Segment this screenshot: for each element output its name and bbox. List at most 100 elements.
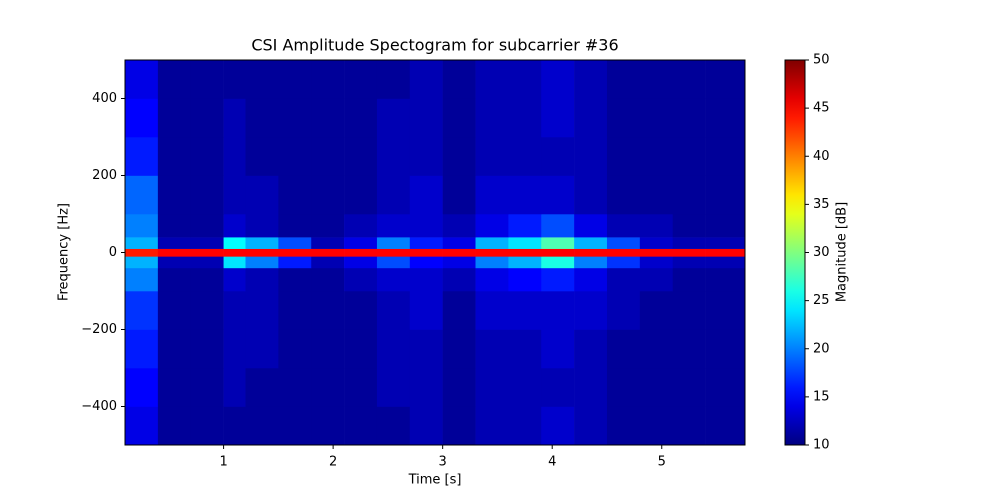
heatmap-cell [409,406,443,446]
heatmap-cell [541,237,575,249]
heatmap-cell [157,267,192,292]
heatmap-cell [442,406,476,446]
heatmap-cell [125,267,159,292]
heatmap-cell [672,60,706,99]
heatmap-cell [223,291,246,330]
heatmap-cell [376,237,411,249]
heatmap-cell [541,368,575,407]
heatmap-cell [639,329,674,369]
heatmap-cell [311,137,345,176]
heatmap-cell [311,267,345,292]
heatmap-cell [475,60,509,99]
heatmap-cell [574,98,608,138]
heatmap-cell [190,291,224,330]
heatmap-cell [157,98,192,138]
heatmap-cell [705,60,746,99]
heatmap-cell [705,248,746,257]
heatmap-cell [606,256,641,269]
heatmap-cell [157,329,192,369]
heatmap-cell [705,256,746,269]
heatmap-cell [223,214,246,238]
heatmap-cell [344,214,378,238]
heatmap-cell [409,329,443,369]
heatmap-cell [508,267,542,292]
heatmap-cell [190,329,224,369]
heatmap-cell [705,291,746,330]
heatmap-cell [442,98,476,138]
heatmap-cell [190,256,224,269]
heatmap-cell [639,98,674,138]
heatmap-cell [125,137,159,176]
colorbar-tick-label: 30 [813,245,830,260]
heatmap-cell [157,406,192,446]
heatmap-cell [639,291,674,330]
heatmap-cell [125,60,159,99]
heatmap-cell [190,267,224,292]
heatmap-cell [705,267,746,292]
heatmap-cell [409,267,443,292]
heatmap-cell [311,98,345,138]
heatmap-cell [606,267,641,292]
heatmap-cell [508,98,542,138]
heatmap-cell [344,406,378,446]
heatmap-cell [705,137,746,176]
heatmap-cell [344,137,378,176]
heatmap-cell [376,214,411,238]
y-tick-label: 0 [109,245,117,260]
heatmap-cell [574,175,608,215]
heatmap-cell [278,329,312,369]
heatmap-cell [278,256,312,269]
heatmap-cell [278,267,312,292]
heatmap-cell [125,406,159,446]
heatmap-cell [475,175,509,215]
heatmap-cell [376,329,411,369]
heatmap-cell [157,60,192,99]
heatmap-cell [475,406,509,446]
heatmap-cell [376,406,411,446]
heatmap-cell [705,214,746,238]
heatmap-cell [344,175,378,215]
heatmap-cell [541,329,575,369]
heatmap-cell [508,60,542,99]
heatmap-cell [157,368,192,407]
x-tick-label: 3 [439,455,447,470]
heatmap-cell [409,175,443,215]
heatmap-cell [157,291,192,330]
heatmap-cell [157,248,192,257]
heatmap-cell [376,98,411,138]
heatmap-cell [672,214,706,238]
heatmap-cell [409,98,443,138]
heatmap-cell [344,248,378,257]
heatmap-cell [311,368,345,407]
heatmap-cell [344,267,378,292]
heatmap-cell [606,175,641,215]
heatmap-cell [190,175,224,215]
heatmap-cell [541,214,575,238]
heatmap-cell [245,175,279,215]
heatmap-cell [574,137,608,176]
heatmap-cell [245,406,279,446]
colorbar-tick-label: 15 [813,389,830,404]
heatmap-cell [223,267,246,292]
heatmap-cell [606,368,641,407]
heatmap-cell [508,329,542,369]
heatmap-cell [223,406,246,446]
heatmap-cell [639,175,674,215]
colorbar [784,59,806,446]
heatmap-cell [606,214,641,238]
heatmap-cell [475,291,509,330]
y-tick-label: 400 [92,91,117,106]
heatmap-cell [223,60,246,99]
heatmap-cell [344,98,378,138]
heatmap-cell [190,137,224,176]
heatmap-cell [245,248,279,257]
heatmap-cell [606,329,641,369]
heatmap-cell [606,98,641,138]
colorbar-label: Magnitude [dB] [835,202,850,302]
heatmap-cell [508,248,542,257]
heatmap-cell [442,214,476,238]
heatmap-cell [245,237,279,249]
heatmap-cell [157,137,192,176]
heatmap-cell [125,329,159,369]
heatmap-cell [574,256,608,269]
